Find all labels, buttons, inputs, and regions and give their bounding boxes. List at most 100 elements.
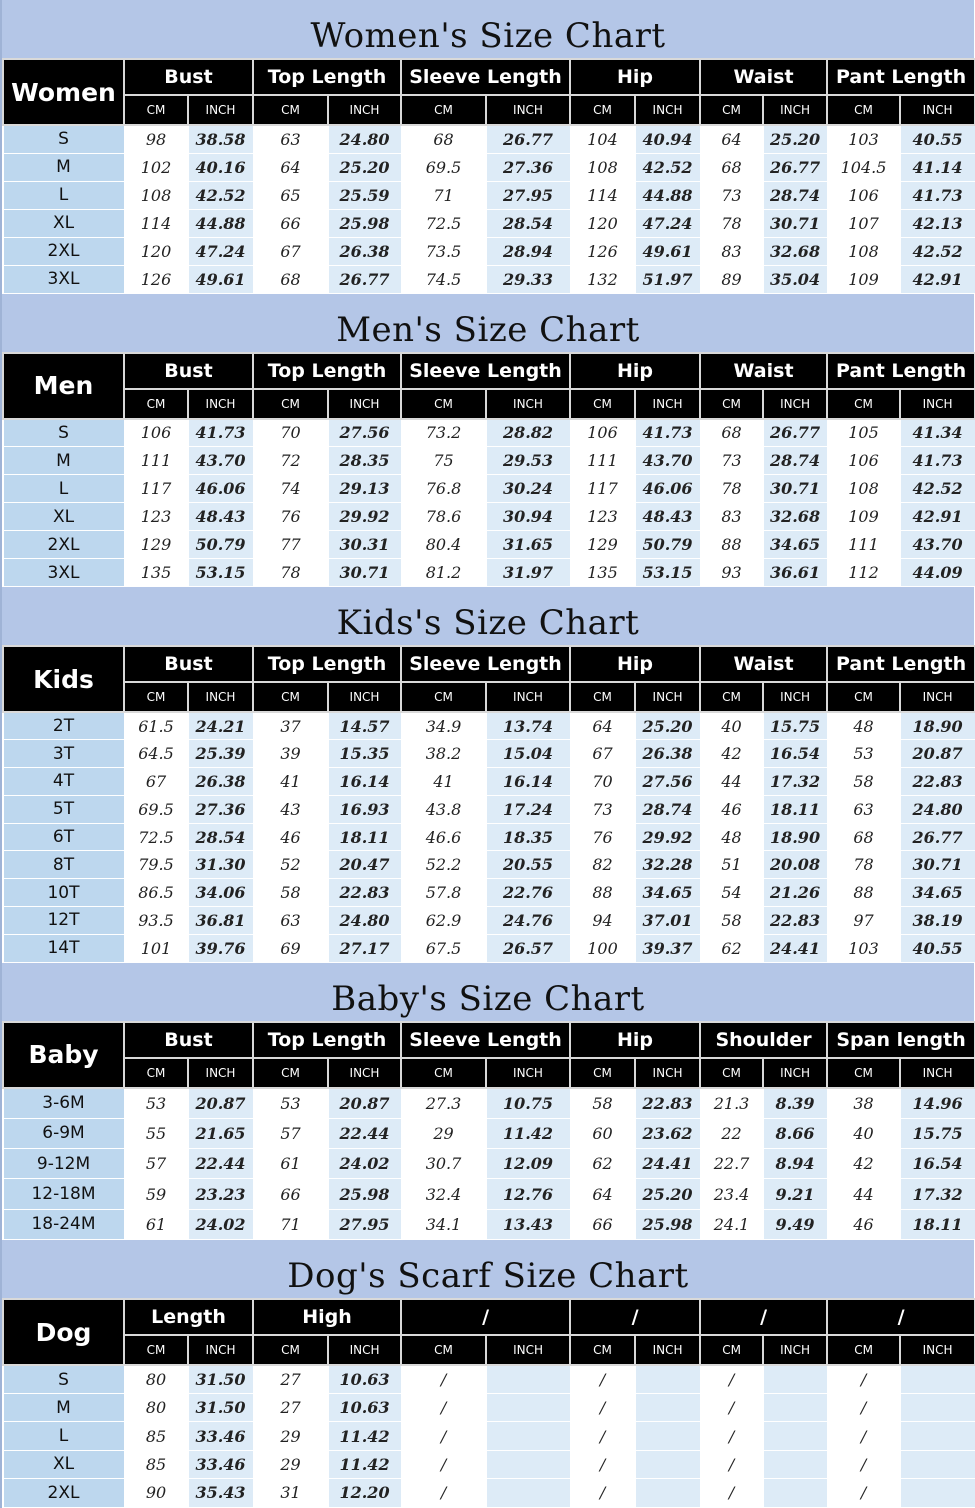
size-label: 3-6M: [2, 1087, 125, 1119]
size-label: 6-9M: [2, 1117, 125, 1149]
baby-size-table: Baby Bust Top Length Sleeve Length Hip Should…: [2, 1020, 975, 1241]
measurement-header: Sleeve Length: [400, 1020, 571, 1059]
baby-size-section: Baby's Size Chart Baby Bust Top Length Sleev…: [2, 962, 975, 1241]
inch-unit-header: INCH: [762, 1334, 829, 1367]
size-label: S: [2, 124, 125, 154]
measurement-header: Top Length: [252, 351, 402, 390]
cm-value: /: [400, 1449, 487, 1480]
cm-value: 72: [252, 446, 329, 475]
cm-unit-header: CM: [699, 681, 765, 713]
cm-value: 89: [699, 264, 764, 294]
cm-value: 76.8: [400, 474, 487, 503]
cm-value: 105: [826, 418, 901, 447]
cm-unit-header: CM: [826, 681, 902, 713]
inch-value: 13.74: [485, 711, 571, 741]
cm-unit-header: CM: [123, 387, 189, 420]
cm-value: 21.3: [699, 1087, 764, 1119]
cm-value: 39: [252, 739, 329, 769]
table-row: L 85 33.46 29 11.42// / /: [2, 1421, 975, 1451]
inch-value: 26.77: [899, 822, 975, 852]
table-row: 6T 72.5 28.54 46 18.11 46.6 18.35 76 29.92 48 18.9…: [2, 822, 975, 852]
inch-value: 42.52: [187, 180, 254, 210]
cm-value: 53: [826, 739, 901, 769]
cm-value: /: [699, 1449, 764, 1480]
cm-value: 58: [826, 767, 901, 796]
inch-value: 25.39: [187, 739, 254, 769]
size-label: 9-12M: [2, 1147, 125, 1180]
inch-value: [634, 1393, 701, 1423]
measurement-header: Waist: [699, 57, 829, 97]
inch-value: 28.74: [762, 180, 828, 210]
table-row: 14T 101 39.76 69 27.17 67.5 26.57 100 39.37 62 24.…: [2, 933, 975, 963]
measurement-header: Waist: [699, 644, 829, 684]
table-row: 10T 86.5 34.06 58 22.83 57.8 22.76 88 34.65 54 21.…: [2, 878, 975, 908]
table-row: 12T 93.5 36.81 63 24.80 62.9 24.76 94 37.01 58 22.…: [2, 906, 975, 935]
cm-value: 73.2: [400, 418, 487, 447]
inch-value: [899, 1449, 975, 1480]
cm-unit-header: CM: [252, 1056, 329, 1089]
inch-value: 31.50: [187, 1393, 254, 1423]
table-row: XL 85 33.46 29 11.42// / /: [2, 1449, 975, 1480]
inch-unit-header: INCH: [899, 1334, 975, 1367]
cm-unit-header: CM: [400, 387, 487, 420]
inch-unit-header: INCH: [327, 681, 402, 713]
size-label: L: [2, 474, 125, 503]
inch-value: 29.53: [485, 446, 571, 475]
inch-value: 28.94: [485, 236, 571, 266]
measurement-header: Hip: [568, 644, 702, 684]
cm-value: 97: [826, 906, 901, 935]
cm-unit-header: CM: [699, 94, 765, 126]
inch-unit-header: INCH: [485, 94, 571, 126]
inch-value: 34.65: [762, 530, 828, 559]
inch-value: 14.96: [899, 1087, 975, 1119]
inch-value: [899, 1364, 975, 1395]
inch-value: 9.21: [762, 1178, 828, 1210]
inch-value: 11.42: [327, 1421, 402, 1451]
size-label: S: [2, 1364, 125, 1395]
cm-value: 23.4: [699, 1178, 764, 1210]
category-header: Kids: [2, 645, 125, 713]
cm-unit-header: CM: [569, 387, 636, 420]
inch-value: 26.38: [187, 767, 254, 796]
cm-value: 46.6: [400, 822, 487, 852]
cm-value: /: [569, 1421, 636, 1451]
inch-value: 16.54: [899, 1147, 975, 1180]
inch-value: 20.47: [327, 850, 402, 880]
cm-value: 42: [826, 1147, 901, 1180]
inch-unit-header: INCH: [762, 1056, 829, 1089]
cm-value: 71: [400, 180, 487, 210]
inch-value: 41.73: [187, 418, 254, 447]
cm-value: 79.5: [123, 850, 189, 880]
inch-value: 10.63: [327, 1364, 402, 1395]
size-label: XL: [2, 1449, 125, 1480]
measurement-header: Bust: [123, 1020, 254, 1059]
cm-value: 64: [569, 711, 636, 741]
cm-unit-header: CM: [699, 387, 765, 420]
inch-unit-header: INCH: [633, 387, 702, 420]
inch-value: 30.71: [762, 474, 828, 503]
cm-value: 90: [123, 1478, 189, 1508]
measurement-header: Hip: [568, 1020, 702, 1059]
inch-value: 38.58: [187, 124, 254, 154]
measurement-header: Shoulder: [699, 1020, 829, 1059]
measurement-header: Pant Length: [826, 57, 975, 97]
inch-value: 22.44: [327, 1117, 402, 1149]
inch-value: 49.61: [187, 264, 254, 294]
cm-unit-header: CM: [826, 1334, 902, 1367]
kids-size-section: Kids's Size Chart Kids Bust Top Length Sleev…: [2, 587, 975, 963]
cm-value: 103: [826, 124, 901, 154]
cm-value: 129: [569, 530, 636, 559]
size-label: L: [2, 1421, 125, 1451]
size-label: 12T: [2, 906, 125, 935]
inch-value: 36.81: [187, 906, 254, 935]
cm-value: /: [569, 1393, 636, 1423]
inch-value: 24.21: [187, 711, 254, 741]
men-size-table: Men Bust Top Length Sleeve Length Hip Waist Pa…: [2, 351, 975, 587]
inch-value: 25.20: [634, 711, 701, 741]
cm-unit-header: CM: [400, 1056, 487, 1089]
size-label: 3T: [2, 739, 125, 769]
cm-unit-header: CM: [252, 681, 329, 713]
cm-unit-header: CM: [699, 1334, 765, 1367]
inch-value: 31.50: [187, 1364, 254, 1395]
